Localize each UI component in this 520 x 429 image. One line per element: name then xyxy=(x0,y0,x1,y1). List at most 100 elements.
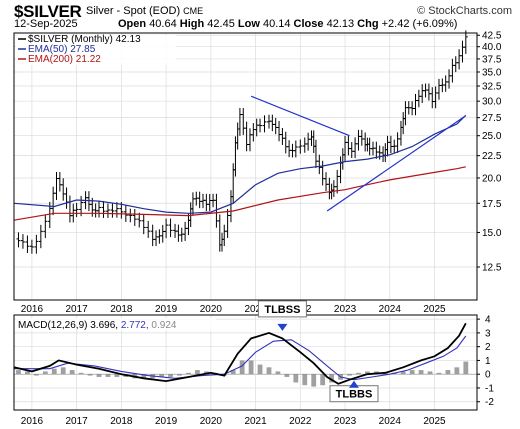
macd-x-tick-label: 2024 xyxy=(379,416,402,427)
macd-y-tick-label: 1 xyxy=(485,356,491,367)
instrument-subtitle: Silver - Spot (EOD) CME xyxy=(86,5,203,17)
annotation-label: TLBSS xyxy=(264,304,300,316)
price-y-tick-label: 30.0 xyxy=(482,97,502,108)
macd-y-tick-label: -2 xyxy=(485,397,494,408)
macd-histogram-bar xyxy=(230,370,236,375)
macd-x-tick-label: 2016 xyxy=(21,416,44,427)
macd-histogram-bar xyxy=(454,367,460,375)
arrow-down-icon xyxy=(277,323,288,331)
price-x-tick-label: 2025 xyxy=(423,304,446,315)
price-legend-entry: EMA(50) 27.85 xyxy=(28,44,96,55)
price-y-tick-label: 37.5 xyxy=(482,54,502,65)
price-y-tick-label: 20.0 xyxy=(482,173,502,184)
chg-value: +2.42 (+6.09%) xyxy=(381,18,458,30)
macd-histogram-bar xyxy=(168,374,173,377)
price-y-tick-label: 40.0 xyxy=(482,42,502,53)
high-value: 42.45 xyxy=(207,18,235,30)
price-x-tick-label: 2018 xyxy=(110,304,133,315)
price-legend-entry: EMA(200) 21.22 xyxy=(28,54,101,65)
arrow-up-icon xyxy=(348,380,359,388)
macd-histogram-bar xyxy=(266,367,272,375)
high-label: High xyxy=(179,18,205,30)
close-value: 42.13 xyxy=(326,18,355,30)
macd-histogram-bar xyxy=(141,374,147,379)
open-label: Open xyxy=(118,18,147,30)
annotation-label: TLBBS xyxy=(336,389,373,401)
macd-x-tick-label: 2021 xyxy=(244,416,267,427)
macd-histogram-bar xyxy=(347,374,352,376)
macd-histogram-bar xyxy=(400,371,406,375)
macd-y-tick-label: -1 xyxy=(485,383,494,394)
macd-histogram-bar xyxy=(418,370,424,375)
macd-histogram-bar xyxy=(25,371,30,375)
low-label: Low xyxy=(237,18,260,30)
macd-x-tick-label: 2025 xyxy=(423,416,446,427)
price-y-tick-label: 17.5 xyxy=(482,199,502,210)
macd-x-tick-label: 2017 xyxy=(66,416,89,427)
ticker-symbol: $SILVER xyxy=(14,2,82,21)
macd-histogram-bar xyxy=(51,368,57,375)
price-legend-entry: $SILVER (Monthly) 42.13 xyxy=(28,34,141,45)
macd-x-tick-label: 2019 xyxy=(155,416,178,427)
price-y-tick-label: 32.5 xyxy=(482,82,502,93)
price-x-tick-label: 2023 xyxy=(334,304,357,315)
macd-histogram-bar xyxy=(427,371,433,375)
macd-y-tick-label: 0 xyxy=(485,370,491,381)
price-x-tick-label: 2019 xyxy=(155,304,178,315)
instrument-name: Silver - Spot (EOD) xyxy=(86,5,181,17)
annotation-box xyxy=(257,300,307,318)
macd-x-tick-label: 2022 xyxy=(289,416,312,427)
price-x-tick-label: 2021 xyxy=(244,304,267,315)
macd-histogram-bar xyxy=(445,370,451,375)
macd-histogram-bar xyxy=(33,374,39,376)
macd-histogram-bar xyxy=(159,374,165,377)
macd-histogram-bar xyxy=(436,372,442,375)
low-value: 40.14 xyxy=(262,18,291,30)
macd-histogram-bar xyxy=(16,370,21,375)
ema200-line xyxy=(13,166,466,221)
macd-histogram-bar xyxy=(293,374,299,383)
macd-histogram-bar xyxy=(105,374,111,377)
macd-legend-entry: MACD(12,26,9) 3.696, 2.772, 0.924 xyxy=(18,320,177,331)
macd-histogram-bar xyxy=(248,360,254,375)
macd-panel-frame xyxy=(13,314,478,411)
macd-histogram-bar xyxy=(114,374,120,377)
macd-y-tick-label: 3 xyxy=(485,328,491,339)
macd-histogram-bar xyxy=(78,372,84,375)
macd-y-tick-label: 4 xyxy=(485,315,491,326)
price-y-tick-label: 42.5 xyxy=(482,31,502,42)
macd-histogram-bar xyxy=(96,374,102,377)
macd-histogram-bar xyxy=(239,360,245,375)
macd-histogram-bar xyxy=(87,374,93,376)
macd-histogram-bar xyxy=(284,374,290,377)
price-y-tick-label: 27.5 xyxy=(482,113,502,124)
ohlc-summary: Open 40.64 High 42.45 Low 40.14 Close 42… xyxy=(118,18,457,30)
macd-histogram-bar xyxy=(60,367,66,375)
price-y-tick-label: 25.0 xyxy=(482,131,502,142)
price-legend-bg xyxy=(16,35,176,65)
macd-histogram-bar xyxy=(320,374,326,386)
price-panel-frame xyxy=(13,32,478,301)
exchange-label: CME xyxy=(183,6,204,16)
trendline xyxy=(250,95,350,137)
macd-line xyxy=(13,322,467,385)
macd-histogram-bar xyxy=(409,370,415,375)
macd-histogram-bar xyxy=(365,371,370,375)
macd-histogram-bar xyxy=(69,370,75,375)
macd-legend-bg xyxy=(16,318,216,330)
price-y-tick-label: 12.5 xyxy=(482,262,502,273)
watermark: © StockCharts.com xyxy=(417,5,512,17)
macd-histogram-bar xyxy=(302,374,308,386)
macd-histogram-bar xyxy=(311,374,317,387)
price-x-tick-label: 2020 xyxy=(200,304,223,315)
macd-histogram-bar xyxy=(463,361,469,375)
ema50-line xyxy=(13,114,467,214)
macd-x-tick-label: 2023 xyxy=(334,416,357,427)
macd-histogram-bar xyxy=(356,372,361,375)
chg-label: Chg xyxy=(357,18,379,30)
quote-date: 12-Sep-2025 xyxy=(14,18,78,30)
price-x-tick-label: 2016 xyxy=(21,304,44,315)
macd-histogram-bar xyxy=(42,371,48,375)
macd-histogram-bar xyxy=(186,372,191,375)
